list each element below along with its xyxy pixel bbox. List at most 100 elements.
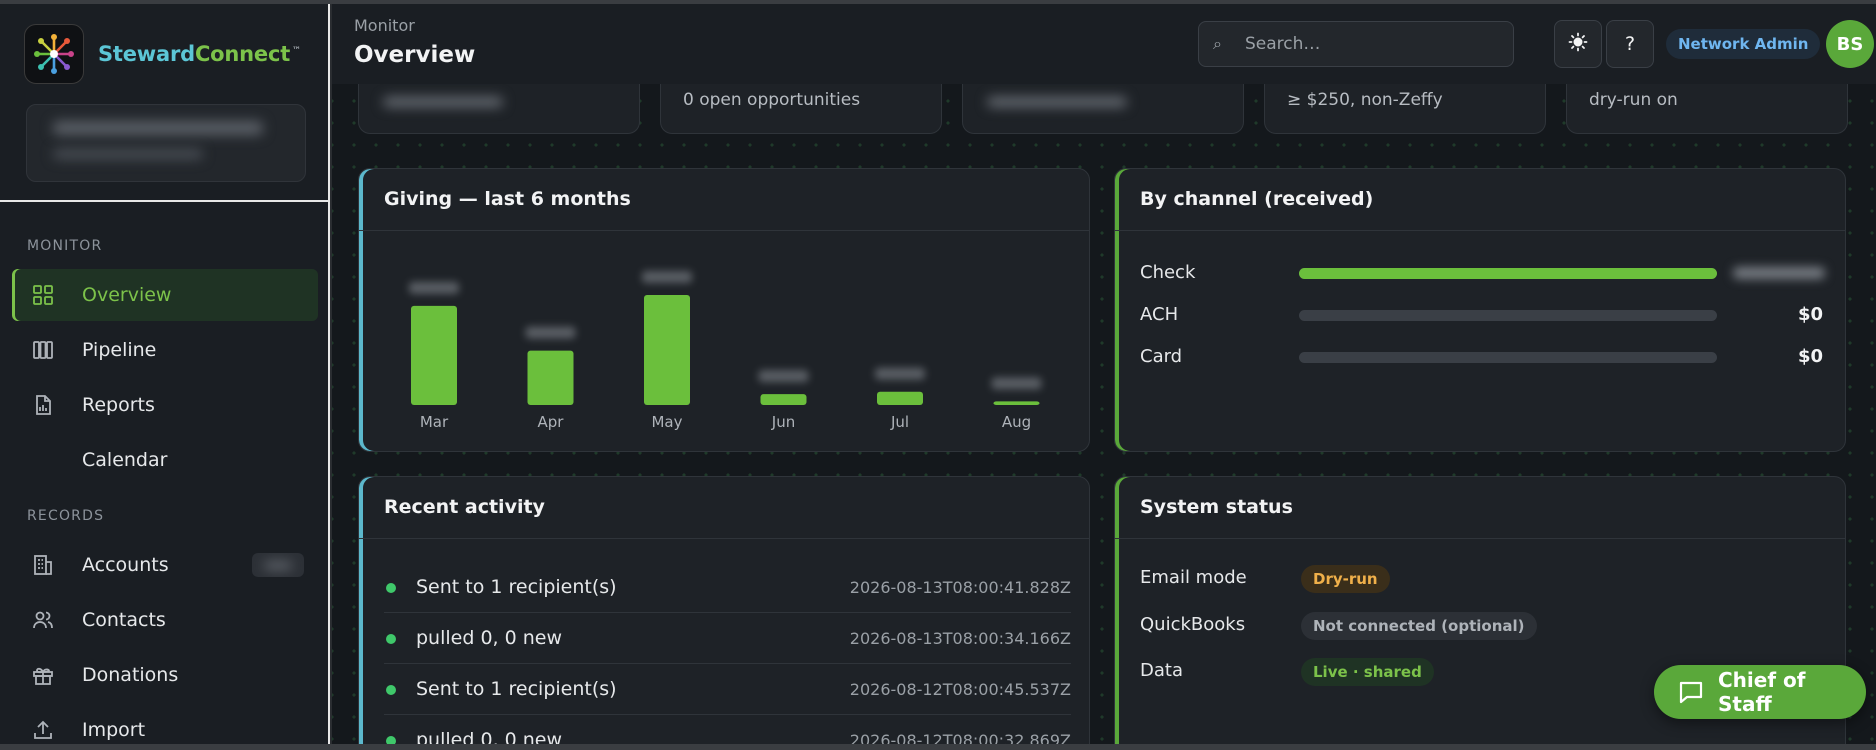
search-input[interactable]: [1245, 34, 1495, 54]
sidebar: StewardConnect ™ MONITOR Overview Pipelin…: [0, 4, 330, 744]
activity-text: pulled 0, 0 new: [416, 627, 563, 649]
accounts-count-badge: [252, 553, 304, 577]
status-dot: [386, 736, 396, 744]
status-dot: [386, 685, 396, 695]
stat-redacted: [987, 97, 1127, 107]
sidebar-item-label: Accounts: [82, 554, 169, 576]
org-name-redacted: [53, 121, 263, 135]
bar-mar[interactable]: [411, 305, 457, 405]
avatar[interactable]: BS: [1826, 20, 1874, 68]
bar-jun[interactable]: [760, 394, 807, 405]
tick-label-jun: Jun: [771, 413, 795, 431]
search-icon: ⌕: [1213, 34, 1222, 53]
window-frame-bottom: [0, 744, 1876, 750]
bar-value-redacted: [642, 271, 692, 283]
bar-aug[interactable]: [993, 401, 1040, 405]
channel-label-card: Card: [1140, 346, 1183, 367]
activity-time: 2026-08-13T08:00:34.166Z: [849, 629, 1071, 648]
list-item[interactable]: Sent to 1 recipient(s) 2026-08-13T08:00:…: [384, 562, 1071, 613]
activity-time: 2026-08-13T08:00:41.828Z: [849, 578, 1071, 597]
main-content: 0 open opportunities ≥ $250, non-Zeffy d…: [332, 84, 1876, 744]
bar-value-redacted: [409, 281, 459, 294]
status-dot: [386, 583, 396, 593]
sidebar-item-pipeline[interactable]: Pipeline: [12, 324, 318, 376]
list-item[interactable]: pulled 0, 0 new 2026-08-13T08:00:34.166Z: [384, 613, 1071, 664]
giving-bar-chart: Mar Apr May Jun Jul Aug: [409, 271, 1042, 431]
tick-label-aug: Aug: [1002, 413, 1031, 431]
chief-of-staff-button[interactable]: Chief of Staff: [1654, 665, 1866, 719]
window-frame-top: [0, 0, 1876, 4]
sidebar-item-import[interactable]: Import: [12, 704, 318, 744]
tick-label-mar: Mar: [420, 413, 449, 431]
status-label-quickbooks: QuickBooks: [1140, 614, 1246, 635]
channel-label-check: Check: [1140, 262, 1196, 283]
sidebar-item-overview[interactable]: Overview: [12, 269, 318, 321]
role-badge[interactable]: Network Admin: [1666, 29, 1821, 59]
bar-value-redacted: [758, 370, 809, 383]
chat-icon: [1678, 680, 1704, 704]
sidebar-item-label: Calendar: [82, 449, 168, 471]
panel-header: Recent activity: [359, 477, 1089, 539]
panel-title: Recent activity: [384, 496, 545, 518]
sidebar-item-label: Overview: [82, 284, 172, 306]
grid-icon: [30, 282, 56, 308]
sidebar-item-contacts[interactable]: Contacts: [12, 594, 318, 646]
columns-icon: [30, 337, 56, 363]
sidebar-item-label: Pipeline: [82, 339, 157, 361]
breadcrumb[interactable]: Monitor: [354, 16, 415, 35]
recent-activity-panel: Recent activity Sent to 1 recipient(s) 2…: [358, 476, 1090, 744]
stat-card-4[interactable]: ≥ $250, non-Zeffy: [1264, 84, 1546, 134]
bar-may[interactable]: [644, 295, 690, 405]
chief-of-staff-label: Chief of Staff: [1718, 668, 1806, 716]
section-label-records: RECORDS: [27, 508, 105, 524]
bar-jul[interactable]: [877, 391, 923, 405]
section-label-monitor: MONITOR: [27, 238, 103, 254]
activity-time: 2026-08-12T08:00:45.537Z: [849, 680, 1071, 699]
panel-header: By channel (received): [1115, 169, 1845, 231]
channel-value-ach: $0: [1797, 304, 1823, 325]
bar-apr[interactable]: [527, 350, 574, 405]
bar-value-redacted: [991, 377, 1042, 390]
building-icon: [30, 552, 56, 578]
sidebar-item-label: Import: [82, 719, 146, 741]
channel-bar-ach: [1299, 310, 1717, 321]
giving-panel: Giving — last 6 months Mar Apr May Jun Jul Au…: [358, 168, 1090, 452]
activity-text: Sent to 1 recipient(s): [416, 576, 617, 598]
tick-label-jul: Jul: [890, 413, 909, 431]
sun-icon: [1568, 32, 1588, 57]
bar-value-redacted: [525, 326, 576, 339]
activity-text: Sent to 1 recipient(s): [416, 678, 617, 700]
theme-toggle-button[interactable]: [1554, 20, 1602, 68]
help-icon: ?: [1624, 33, 1636, 55]
activity-text: pulled 0, 0 new: [416, 729, 563, 744]
tick-label-apr: Apr: [538, 413, 565, 431]
search-box[interactable]: ⌕: [1198, 21, 1514, 67]
report-icon: [30, 392, 56, 418]
sidebar-item-reports[interactable]: Reports: [12, 379, 318, 431]
sidebar-item-donations[interactable]: Donations: [12, 649, 318, 701]
stat-card-2[interactable]: 0 open opportunities: [660, 84, 942, 134]
help-button[interactable]: ?: [1606, 20, 1654, 68]
channel-value-redacted: [1733, 267, 1825, 279]
org-detail-redacted: [53, 149, 203, 159]
panel-title: Giving — last 6 months: [384, 188, 631, 210]
list-item[interactable]: pulled 0, 0 new 2026-08-12T08:00:32.869Z: [384, 715, 1071, 744]
stat-text: 0 open opportunities: [683, 90, 861, 110]
sidebar-item-calendar[interactable]: Calendar: [12, 434, 318, 486]
sidebar-divider: [0, 200, 328, 202]
stat-card-1[interactable]: [358, 84, 640, 134]
stat-card-3[interactable]: [962, 84, 1244, 134]
status-label-data: Data: [1140, 660, 1183, 681]
top-header: Monitor Overview ⌕ ? Network Admin BS: [332, 4, 1876, 84]
status-dot: [386, 634, 396, 644]
sidebar-item-accounts[interactable]: Accounts: [12, 539, 318, 591]
channel-bar-card: [1299, 352, 1717, 363]
stat-redacted: [383, 97, 503, 107]
stat-card-5[interactable]: dry-run on: [1566, 84, 1848, 134]
org-switcher[interactable]: [26, 104, 306, 182]
channel-bar-fill: [1299, 268, 1717, 279]
list-item[interactable]: Sent to 1 recipient(s) 2026-08-12T08:00:…: [384, 664, 1071, 715]
brand[interactable]: StewardConnect ™: [24, 24, 301, 84]
sidebar-item-label: Contacts: [82, 609, 166, 631]
bar-value-redacted: [875, 367, 925, 380]
